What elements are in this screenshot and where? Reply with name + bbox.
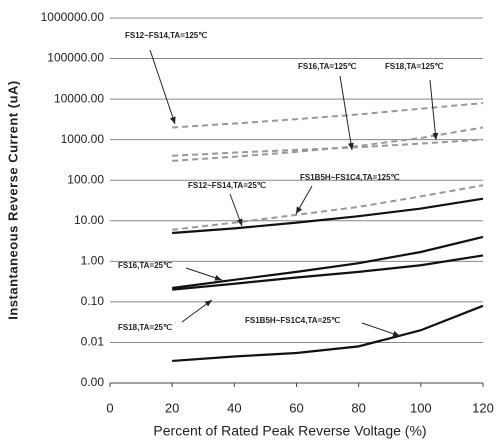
- y-tick-label: 10.00: [74, 213, 104, 227]
- series-line: [172, 184, 484, 231]
- x-tick-label: 100: [410, 400, 432, 415]
- y-tick-label: 0.01: [81, 335, 105, 349]
- y-axis-label: Instantaneous Reverse Current (uA): [5, 80, 20, 320]
- series-line: [172, 197, 484, 235]
- annotation-arrow: [149, 49, 176, 125]
- series-label: FS1B5H~FS1C4,TA=25℃: [245, 316, 340, 325]
- x-tick-label: 60: [289, 400, 303, 415]
- series-label: FS12~FS14,TA=25℃: [188, 181, 266, 190]
- y-tick-label: 0.10: [81, 294, 105, 308]
- annotation-arrow: [339, 75, 354, 151]
- annotation-arrow: [185, 267, 223, 281]
- x-tick-label: 80: [351, 400, 365, 415]
- annotation-arrow: [295, 185, 313, 215]
- x-tick-label: 20: [165, 400, 179, 415]
- x-axis-label: Percent of Rated Peak Reverse Voltage (%…: [153, 423, 426, 439]
- series-line: [172, 254, 484, 291]
- series-line: [172, 138, 484, 157]
- y-tick-label: 100.00: [67, 172, 104, 186]
- y-tick-label: 0.00: [81, 375, 105, 389]
- y-tick-label: 10000.00: [54, 91, 104, 105]
- x-tick-label: 40: [227, 400, 241, 415]
- series-label: FS12~FS14,TA=125℃: [125, 31, 207, 40]
- series-label: FS18,TA=125℃: [385, 62, 443, 71]
- series-line: [172, 304, 484, 363]
- y-tick-label: 1.00: [81, 254, 105, 268]
- y-tick-label: 1000000.00: [41, 10, 105, 24]
- annotation-arrow: [229, 193, 243, 227]
- series-label: FS1B5H~FS1C4,TA=125℃: [300, 173, 400, 182]
- series-line: [172, 235, 484, 290]
- x-tick-label: 0: [106, 400, 113, 415]
- annotation-arrow: [181, 299, 213, 323]
- series-label: FS16,TA=25℃: [118, 261, 172, 270]
- series-label: FS16,TA=125℃: [298, 62, 356, 71]
- annotation-arrow: [429, 79, 439, 141]
- y-tick-label: 100000.00: [47, 51, 104, 65]
- y-tick-label: 1000.00: [61, 132, 105, 146]
- x-tick-label: 120: [472, 400, 494, 415]
- series-line: [172, 102, 484, 129]
- plot-area: [110, 18, 483, 383]
- series-label: FS18,TA=25℃: [118, 323, 172, 332]
- annotation-arrow: [361, 322, 401, 337]
